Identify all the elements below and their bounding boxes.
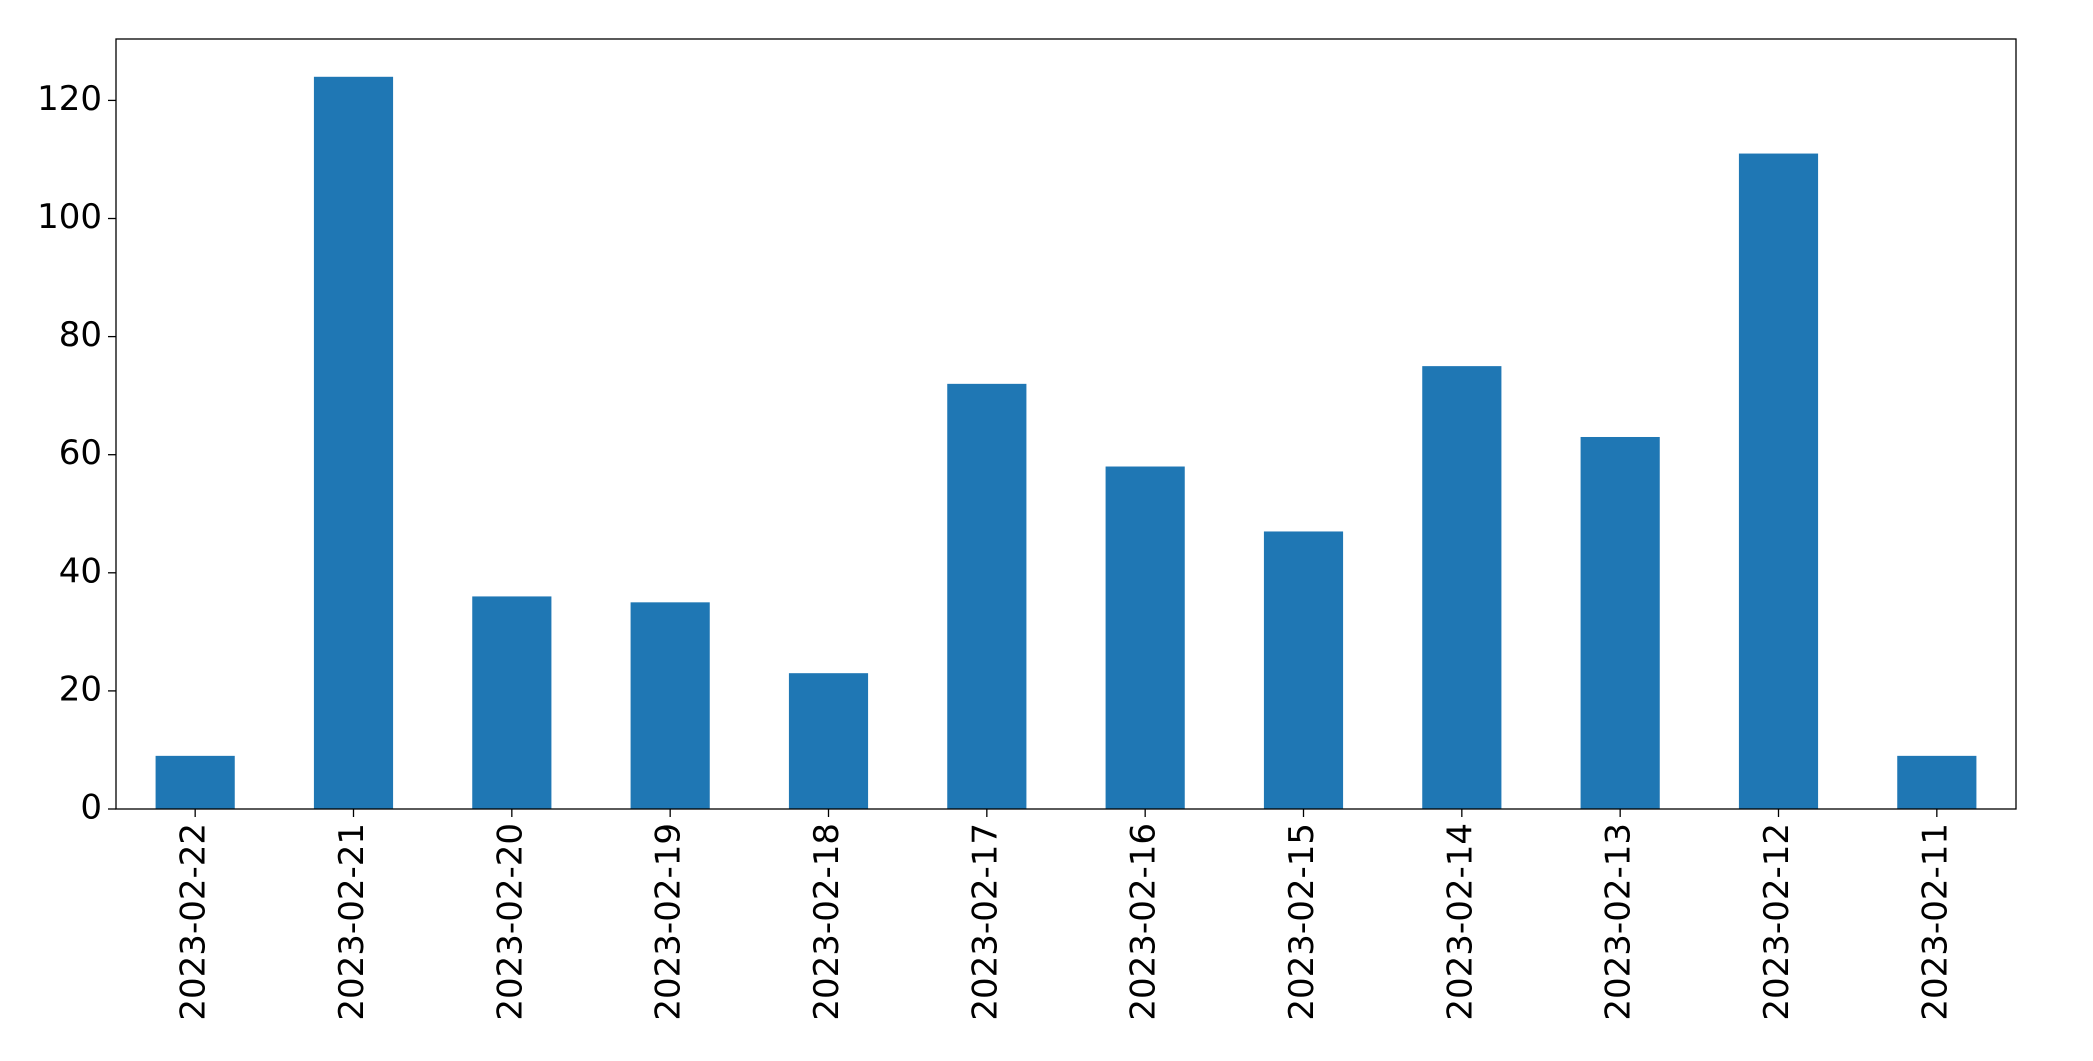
bar (1738, 153, 1819, 809)
bar (1105, 466, 1185, 809)
bar (472, 596, 552, 809)
x-tick-label: 2023-02-14 (1440, 823, 1480, 1021)
x-tick-label: 2023-02-21 (332, 823, 372, 1021)
x-tick-label: 2023-02-19 (649, 823, 689, 1021)
x-tick-label: 2023-02-20 (490, 823, 530, 1021)
x-tick-label: 2023-02-15 (1282, 823, 1322, 1021)
x-tick-label: 2023-02-13 (1599, 823, 1639, 1021)
y-tick-label: 120 (37, 79, 102, 119)
bar (155, 755, 235, 809)
bar (630, 602, 710, 809)
bar (1580, 436, 1660, 809)
y-tick-label: 60 (59, 433, 102, 473)
x-tick-label: 2023-02-17 (965, 823, 1005, 1021)
plot-frame (115, 38, 2017, 810)
x-tick-label: 2023-02-18 (807, 823, 847, 1021)
x-tick-label: 2023-02-22 (174, 823, 214, 1021)
y-tick-label: 20 (59, 669, 102, 709)
y-tick-label: 80 (59, 315, 102, 355)
bar (313, 76, 394, 810)
bar (788, 673, 869, 809)
bar (1263, 531, 1344, 809)
x-tick-label: 2023-02-16 (1124, 823, 1164, 1021)
bar (1422, 366, 1502, 809)
y-tick-label: 100 (37, 197, 102, 237)
bar (1897, 755, 1977, 809)
bar (947, 383, 1027, 809)
x-tick-label: 2023-02-11 (1915, 823, 1955, 1021)
x-tick-label: 2023-02-12 (1757, 823, 1797, 1021)
y-tick-label: 40 (59, 551, 102, 591)
y-tick-label: 0 (80, 788, 102, 828)
